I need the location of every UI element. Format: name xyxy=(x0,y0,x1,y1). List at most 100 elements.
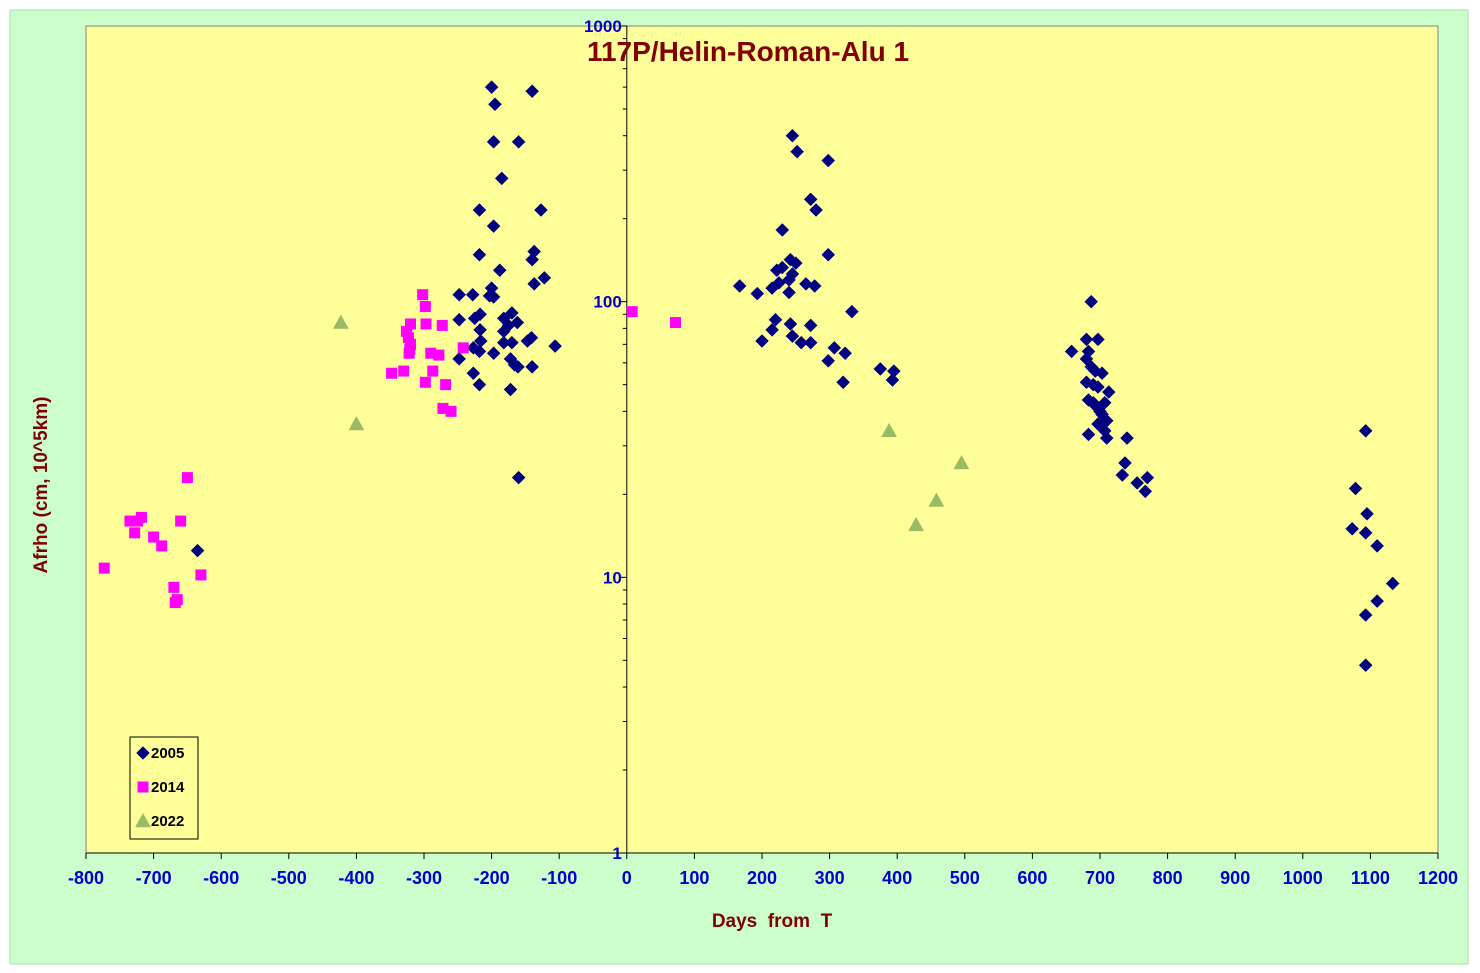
legend-marker-2005 xyxy=(136,746,150,760)
data-point-2005 xyxy=(1348,481,1363,496)
legend-marker-2014 xyxy=(137,781,149,793)
series-2022 xyxy=(332,314,970,532)
data-point-2014 xyxy=(398,365,410,377)
data-point-2005 xyxy=(732,279,747,293)
data-point-2014 xyxy=(425,347,437,359)
data-point-2005 xyxy=(472,203,487,217)
data-point-2005 xyxy=(782,285,796,300)
x-tick-label: -700 xyxy=(136,868,172,888)
data-point-2014 xyxy=(445,405,457,417)
y-tick-label: 1000 xyxy=(584,17,622,36)
x-tick-label: 500 xyxy=(950,868,980,888)
x-tick-label: 100 xyxy=(679,868,709,888)
data-point-2005 xyxy=(466,366,481,381)
y-tick-label: 10 xyxy=(603,568,622,587)
x-tick-label: -500 xyxy=(271,868,307,888)
x-axis: -800 -700 -600 -500 -400 -300 -200 -100 0 100 200 3… xyxy=(68,852,1458,888)
data-point-2005 xyxy=(472,377,487,392)
y-tick-label: 100 xyxy=(593,293,621,312)
data-point-2014 xyxy=(386,367,398,379)
data-point-2005 xyxy=(494,171,509,186)
data-point-2005 xyxy=(486,134,501,149)
x-tick-label: 300 xyxy=(815,868,845,888)
data-point-2005 xyxy=(836,375,850,390)
data-point-2005 xyxy=(503,382,518,397)
data-point-2005 xyxy=(775,223,790,237)
data-point-2005 xyxy=(873,362,888,376)
x-tick-label: 1000 xyxy=(1283,868,1323,888)
data-point-2022 xyxy=(908,516,925,532)
data-point-2014 xyxy=(124,515,136,527)
data-point-2014 xyxy=(175,515,187,527)
data-point-2014 xyxy=(437,402,449,414)
data-point-2005 xyxy=(845,304,859,319)
series-2014 xyxy=(98,289,681,609)
data-point-2005 xyxy=(785,128,800,143)
data-point-2014 xyxy=(400,325,412,337)
data-point-2005 xyxy=(827,340,842,355)
data-point-2005 xyxy=(821,153,836,168)
data-point-2014 xyxy=(402,332,414,344)
data-point-2005 xyxy=(783,317,798,331)
data-point-2005 xyxy=(790,144,805,159)
data-point-2005 xyxy=(465,287,480,302)
x-tick-label: 200 xyxy=(747,868,777,888)
data-point-2005 xyxy=(1118,456,1132,470)
data-point-2005 xyxy=(821,353,836,368)
data-point-2005 xyxy=(527,277,542,291)
data-point-2005 xyxy=(1370,539,1385,553)
x-tick-label: -200 xyxy=(474,868,510,888)
data-point-2005 xyxy=(452,287,467,302)
data-point-2014 xyxy=(195,569,207,581)
data-point-2005 xyxy=(885,373,900,387)
data-point-2014 xyxy=(427,365,439,377)
x-tick-label: 700 xyxy=(1085,868,1115,888)
data-point-2005 xyxy=(770,263,784,278)
legend-label-2014: 2014 xyxy=(151,779,185,796)
data-point-2005 xyxy=(548,339,562,353)
data-point-2005 xyxy=(1079,332,1094,347)
data-point-2005 xyxy=(809,203,823,217)
data-point-2005 xyxy=(511,360,525,374)
data-point-2022 xyxy=(953,454,970,470)
data-point-2005 xyxy=(803,192,818,207)
data-point-2005 xyxy=(1101,385,1116,399)
data-point-2014 xyxy=(440,379,452,391)
data-point-2005 xyxy=(1358,608,1373,622)
data-point-2005 xyxy=(821,247,836,262)
data-point-2005 xyxy=(807,279,822,293)
data-point-2014 xyxy=(457,342,469,354)
data-point-2014 xyxy=(168,581,180,593)
data-point-2014 xyxy=(669,317,681,329)
y-axis-label: Afrho (cm, 10^5km) xyxy=(31,397,52,574)
data-point-2014 xyxy=(419,301,431,313)
data-point-2005 xyxy=(486,219,501,233)
data-point-2005 xyxy=(765,323,779,337)
x-tick-label: -400 xyxy=(338,868,374,888)
data-point-2014 xyxy=(626,306,638,318)
plot-area xyxy=(85,25,1439,854)
data-point-2005 xyxy=(1115,468,1130,482)
data-point-2014 xyxy=(417,289,429,301)
x-tick-label: -300 xyxy=(406,868,442,888)
data-point-2005 xyxy=(1099,431,1114,445)
data-point-2005 xyxy=(1140,470,1155,485)
data-point-2005 xyxy=(803,318,818,333)
data-point-2005 xyxy=(467,311,482,326)
data-point-2005 xyxy=(765,281,779,295)
data-point-2005 xyxy=(755,334,769,348)
data-point-2005 xyxy=(1091,380,1105,394)
x-axis-label: Days from T xyxy=(712,911,833,932)
data-point-2005 xyxy=(768,312,783,327)
x-tick-label: 1100 xyxy=(1351,868,1390,888)
data-point-2005 xyxy=(794,335,809,350)
data-point-2022 xyxy=(928,492,945,507)
data-point-2005 xyxy=(525,252,540,267)
data-point-2005 xyxy=(472,344,487,359)
data-point-2014 xyxy=(156,540,168,552)
data-point-2005 xyxy=(1120,431,1134,445)
data-point-2005 xyxy=(1138,484,1153,499)
data-point-2005 xyxy=(1358,423,1373,438)
data-point-2005 xyxy=(190,543,205,558)
data-point-2005 xyxy=(486,290,501,304)
